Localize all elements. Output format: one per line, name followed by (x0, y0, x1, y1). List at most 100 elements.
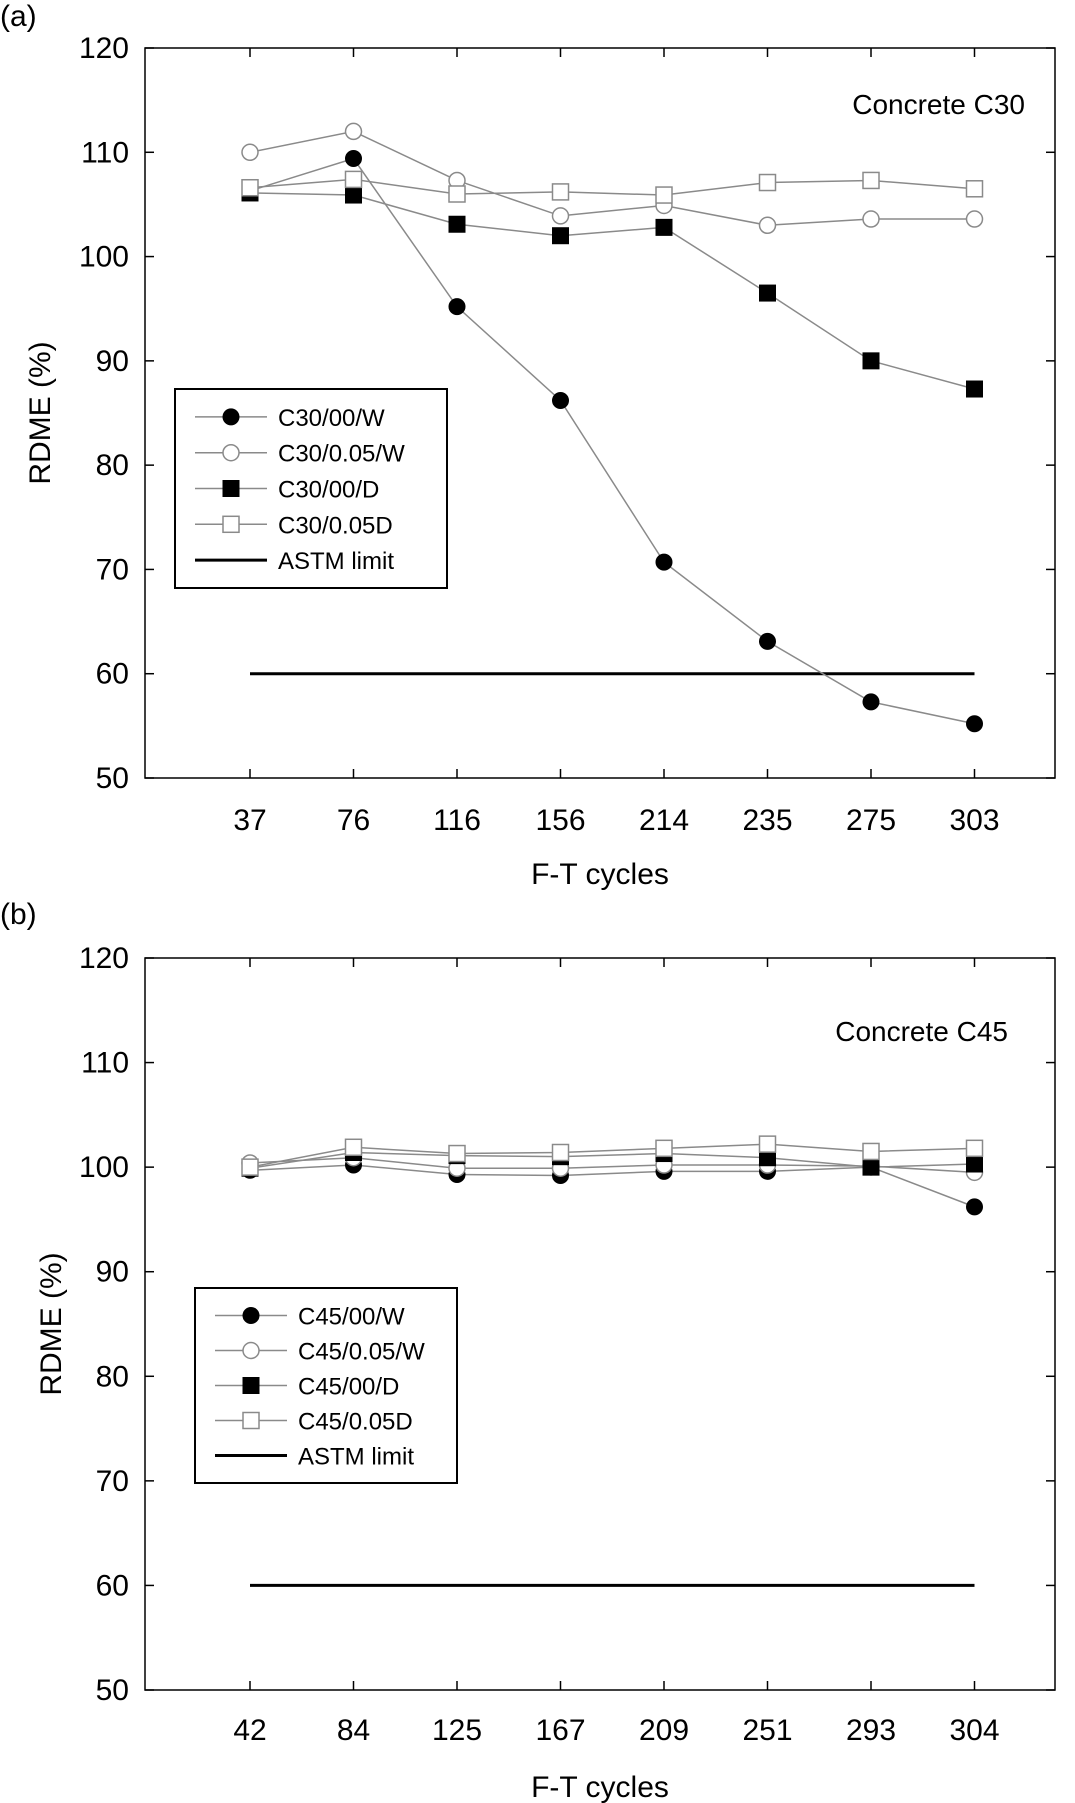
legend-label: C45/0.05D (298, 1409, 413, 1436)
legend-label: C30/00/W (278, 405, 385, 432)
legend-entry: C45/00/D (215, 1374, 399, 1401)
y-axis-title: RDME (%) (24, 341, 57, 484)
legend-label: C45/00/W (298, 1304, 405, 1331)
data-point-filled-circle (966, 715, 983, 733)
data-point-open-square (344, 1138, 363, 1157)
data-point-filled-circle (448, 298, 466, 316)
y-axis-title: RDME (%) (35, 1252, 68, 1395)
legend-entry: C30/0.05/W (195, 441, 405, 468)
data-point-filled-circle (862, 693, 880, 711)
legend-marker-filled-square (222, 480, 240, 497)
data-point-filled-square (966, 1155, 983, 1173)
y-tick-label: 70 (96, 553, 129, 586)
x-tick-label: 303 (949, 804, 999, 837)
y-tick-label: 120 (79, 32, 129, 65)
data-point-open-square (965, 180, 984, 198)
y-tick-label: 50 (96, 762, 129, 795)
data-point-open-circle (344, 122, 363, 141)
legend-label: C30/00/D (278, 477, 379, 504)
data-point-open-square (344, 170, 363, 189)
legend-entry: C45/0.05D (215, 1409, 413, 1436)
data-point-open-square (862, 171, 880, 190)
data-point-filled-circle (345, 150, 362, 168)
plot-frame (144, 47, 1056, 779)
y-tick-label: 110 (81, 1047, 129, 1080)
legend-entry: C45/00/W (215, 1304, 405, 1331)
y-tick-label: 100 (79, 241, 129, 274)
data-point-filled-circle (552, 391, 569, 409)
x-tick-label: 293 (846, 1714, 896, 1747)
data-point-filled-square (759, 284, 776, 302)
x-tick-label: 125 (432, 1714, 482, 1747)
x-tick-label: 275 (846, 804, 896, 837)
concrete-annotation: Concrete C45 (835, 1016, 1008, 1047)
data-point-open-square (758, 1135, 777, 1153)
x-tick-label: 167 (535, 1714, 585, 1747)
legend-marker-filled-circle (242, 1307, 260, 1324)
legend-marker-open-square (242, 1411, 260, 1430)
legend-entry: C45/0.05/W (215, 1339, 425, 1366)
legend-marker-open-circle (222, 443, 240, 462)
series-line-filled-square (249, 192, 975, 390)
data-point-filled-circle (759, 632, 776, 650)
data-point-open-circle (551, 207, 570, 225)
data-point-open-square (241, 178, 259, 197)
data-point-open-square (862, 1142, 880, 1161)
chart-panel-b: (b) 50 60 70 80 90 100 110 120 42 84 125 167 209 251 29… (0, 898, 1056, 1803)
panel-label: (b) (0, 898, 37, 931)
legend-marker-open-square (222, 515, 240, 534)
data-point-filled-square (448, 215, 466, 233)
data-point-open-square (965, 1139, 984, 1158)
panel-label: (a) (0, 0, 37, 33)
data-point-open-square (758, 173, 777, 192)
data-point-open-square (655, 186, 673, 204)
x-tick-label: 116 (433, 804, 481, 837)
legend-marker-filled-square (242, 1377, 260, 1394)
data-point-filled-circle (655, 553, 673, 571)
data-point-open-square (241, 1158, 259, 1176)
data-point-filled-square (552, 227, 569, 245)
data-point-filled-square (862, 1158, 880, 1176)
y-tick-label: 50 (96, 1674, 129, 1707)
y-tick-label: 80 (96, 449, 129, 482)
legend-label: ASTM limit (298, 1444, 414, 1471)
x-tick-label: 235 (742, 804, 792, 837)
x-tick-label: 304 (949, 1714, 999, 1747)
y-tick-label: 90 (96, 345, 129, 378)
legend-entry: C30/00/D (195, 477, 379, 504)
data-point-open-circle (862, 210, 880, 228)
legend-label: C30/0.05D (278, 512, 393, 539)
legend-label: ASTM limit (278, 548, 394, 575)
legend-entry: ASTM limit (195, 548, 394, 575)
legend: C45/00/W C45/0.05/W C45/00/D C45/0.05D ASTM … (194, 1287, 458, 1484)
data-point-open-circle (965, 210, 984, 228)
legend-label: C45/0.05/W (298, 1339, 425, 1366)
legend-marker-filled-circle (222, 408, 240, 426)
legend: C30/00/W C30/0.05/W C30/00/D C30/0.05D ASTM … (174, 388, 448, 589)
series-line-open-square (249, 178, 975, 196)
concrete-annotation: Concrete C30 (852, 89, 1025, 120)
data-point-filled-square (862, 352, 880, 370)
x-tick-label: 214 (639, 804, 689, 837)
x-tick-label: 76 (337, 804, 370, 837)
y-tick-label: 110 (81, 136, 129, 169)
data-point-filled-square (655, 218, 673, 236)
y-tick-label: 70 (96, 1465, 129, 1498)
data-point-filled-circle (966, 1198, 983, 1216)
x-axis-title: F-T cycles (531, 858, 669, 891)
series-line-filled-circle (249, 157, 975, 725)
x-axis-title: F-T cycles (531, 1771, 669, 1803)
legend-label: C30/0.05/W (278, 441, 405, 468)
data-point-open-square (655, 1139, 673, 1158)
data-point-open-square (551, 1143, 570, 1162)
y-tick-label: 80 (96, 1360, 129, 1393)
legend-entry: C30/0.05D (195, 512, 393, 539)
data-point-filled-square (966, 380, 983, 398)
data-point-open-square (448, 185, 466, 203)
data-point-open-square (551, 183, 570, 201)
data-point-open-square (448, 1144, 466, 1163)
series-line-filled-square (249, 1151, 975, 1169)
series-line-filled-circle (249, 1164, 975, 1208)
data-point-open-circle (758, 216, 777, 235)
y-tick-label: 100 (79, 1151, 129, 1184)
